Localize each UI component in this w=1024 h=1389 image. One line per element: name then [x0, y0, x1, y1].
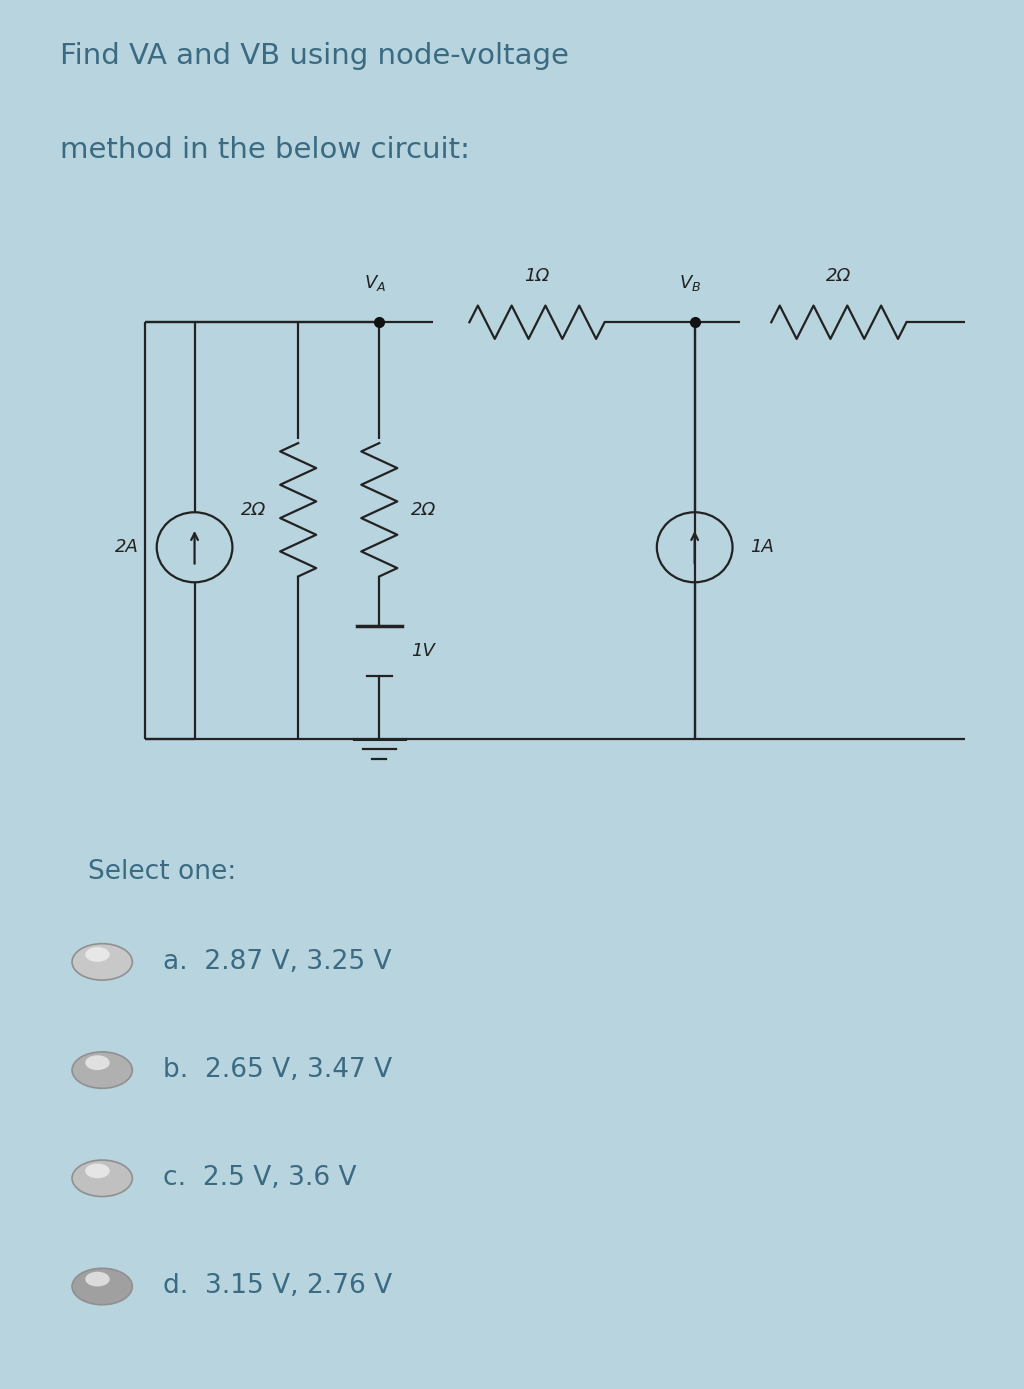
Text: 1A: 1A — [751, 539, 774, 556]
Circle shape — [85, 947, 110, 961]
Text: Find VA and VB using node-voltage: Find VA and VB using node-voltage — [59, 42, 568, 69]
Text: 1V: 1V — [411, 643, 435, 660]
Text: 2Ω: 2Ω — [411, 501, 436, 518]
Circle shape — [85, 1056, 110, 1070]
Text: 2Ω: 2Ω — [242, 501, 266, 518]
Text: 2A: 2A — [115, 539, 138, 556]
Text: d.  3.15 V, 2.76 V: d. 3.15 V, 2.76 V — [164, 1274, 392, 1300]
Text: $V_B$: $V_B$ — [679, 274, 701, 293]
Circle shape — [72, 1051, 132, 1089]
Circle shape — [85, 1164, 110, 1178]
Circle shape — [85, 1272, 110, 1286]
Circle shape — [72, 1160, 132, 1196]
Text: c.  2.5 V, 3.6 V: c. 2.5 V, 3.6 V — [164, 1165, 357, 1192]
Text: method in the below circuit:: method in the below circuit: — [59, 136, 470, 164]
Circle shape — [72, 943, 132, 981]
Circle shape — [72, 1268, 132, 1304]
Text: $V_A$: $V_A$ — [364, 274, 386, 293]
Text: 2Ω: 2Ω — [826, 267, 852, 285]
Text: 1Ω: 1Ω — [524, 267, 550, 285]
Text: a.  2.87 V, 3.25 V: a. 2.87 V, 3.25 V — [164, 949, 392, 975]
Text: Select one:: Select one: — [88, 860, 237, 885]
Text: b.  2.65 V, 3.47 V: b. 2.65 V, 3.47 V — [164, 1057, 392, 1083]
